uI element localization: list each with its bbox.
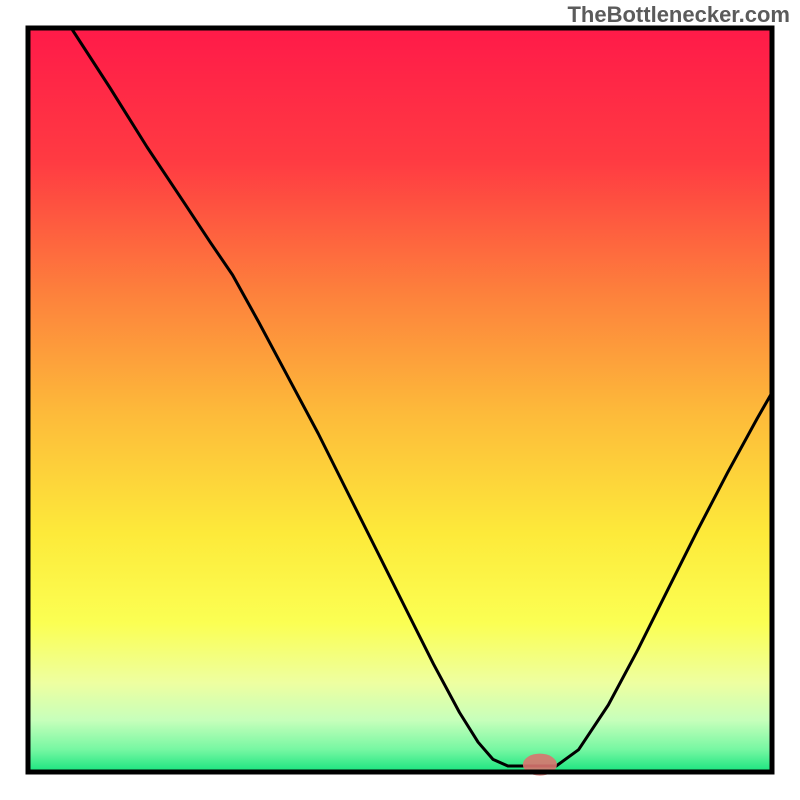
gradient-background [28, 28, 772, 772]
chart-svg [0, 0, 800, 800]
watermark-text: TheBottlenecker.com [567, 2, 790, 28]
bottleneck-chart: TheBottlenecker.com [0, 0, 800, 800]
